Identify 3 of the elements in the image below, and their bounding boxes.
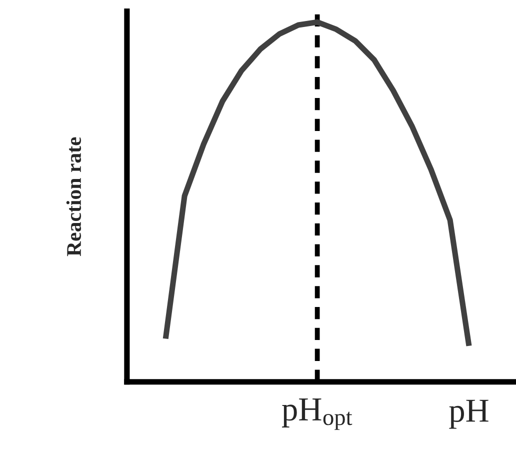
x-tick-label: pH$_{opt}$ [282, 398, 352, 430]
x-tick-label: pH [449, 400, 488, 429]
y-axis-title: Reaction rate [66, 137, 82, 256]
